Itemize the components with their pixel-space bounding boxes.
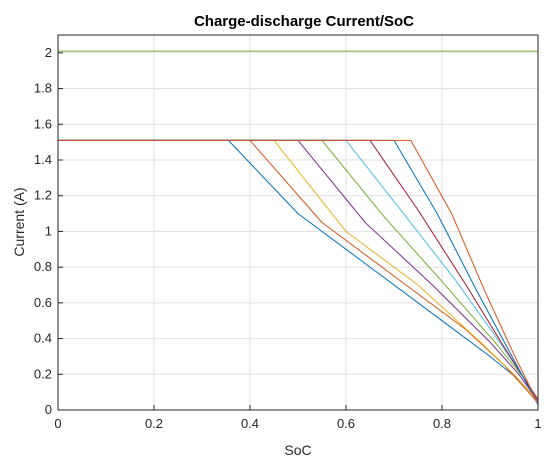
y-tick-label: 0 — [45, 402, 52, 417]
ticks: 0 0.2 0.4 0.6 0.8 1 0 0.2 0.4 0.6 0.8 1 1.2 1.4 1.6 1.8… — [34, 45, 542, 431]
y-tick-label: 2 — [45, 45, 52, 60]
y-tick-label: 1.4 — [34, 152, 52, 167]
y-axis-label: Current (A) — [11, 187, 27, 256]
y-tick-label: 1 — [45, 223, 52, 238]
x-tick-label: 0.6 — [337, 416, 355, 431]
cc-cv-series-line — [58, 139, 539, 400]
grid — [57, 35, 539, 411]
y-tick-label: 1.2 — [34, 188, 52, 203]
series-layer — [57, 50, 539, 410]
y-tick-label: 1.8 — [34, 81, 52, 96]
y-tick-label: 0.6 — [34, 295, 52, 310]
x-tick-label: 0.4 — [241, 416, 259, 431]
plot-area-border — [57, 34, 539, 411]
x-tick-label: 0.8 — [433, 416, 451, 431]
cc-cv-series-line — [58, 139, 539, 405]
x-tick-label: 0.2 — [145, 416, 163, 431]
y-tick-label: 1.6 — [34, 116, 52, 131]
x-tick-label: 1 — [534, 416, 541, 431]
y-tick-label: 0.4 — [34, 331, 52, 346]
chart-title: Charge-discharge Current/SoC — [194, 13, 414, 30]
y-tick-label: 0.8 — [34, 259, 52, 274]
x-axis-label: SoC — [284, 442, 311, 458]
constant-2a-series-line — [57, 50, 539, 410]
x-tick-label: 0 — [54, 416, 61, 431]
cc-cv-series-line — [58, 139, 539, 404]
cc-cv-series-line — [58, 139, 539, 400]
y-tick-label: 0.2 — [34, 366, 52, 381]
